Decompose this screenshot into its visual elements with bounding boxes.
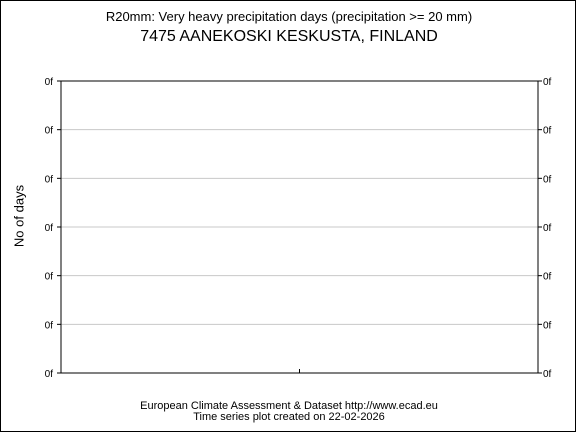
axis-ticks [57, 80, 542, 374]
y-tick-label-left: 0f [45, 369, 54, 380]
y-tick-label-right: 0f [543, 126, 552, 137]
chart-subtitle: 7475 AANEKOSKI KESKUSTA, FINLAND [140, 28, 438, 45]
y-tick-label-right: 0f [543, 77, 552, 88]
y-tick-label-left: 0f [45, 272, 54, 283]
footer-source: European Climate Assessment & Dataset ht… [140, 400, 438, 412]
y-tick-label-left: 0f [45, 77, 54, 88]
footer-created-date: Time series plot created on 22-02-2026 [193, 411, 385, 423]
y-tick-label-right: 0f [543, 272, 552, 283]
y-tick-label-left: 0f [45, 320, 54, 331]
y-tick-label-left: 0f [45, 223, 54, 234]
y-tick-label-right: 0f [543, 320, 552, 331]
y-tick-label-left: 0f [45, 174, 54, 185]
y-tick-label-right: 0f [543, 174, 552, 185]
y-tick-label-right: 0f [543, 223, 552, 234]
y-tick-label-left: 0f [45, 126, 54, 137]
y-axis-label: No of days [11, 184, 27, 248]
y-tick-label-right: 0f [543, 369, 552, 380]
grid-lines [61, 129, 538, 325]
tick-labels: 0f 0f 0f 0f 0f 0f 0f 0f 0f 0f 0f 0f 0f 0f [45, 77, 552, 380]
chart-title: R20mm: Very heavy precipitation days (pr… [105, 9, 473, 24]
